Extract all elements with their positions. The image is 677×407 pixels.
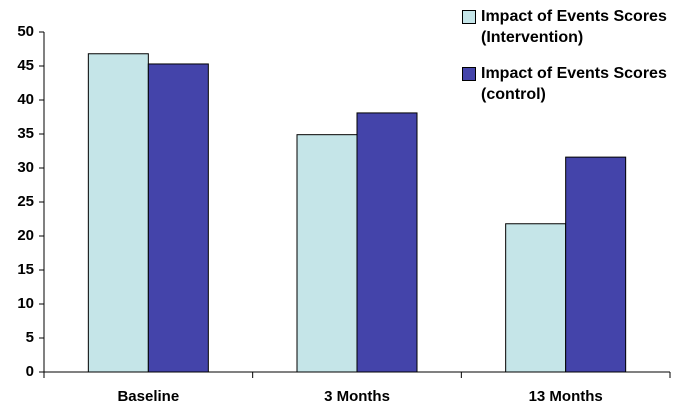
y-tick-label: 25 [17,193,34,210]
x-tick-label: 3 Months [324,388,390,405]
bar [356,112,418,373]
y-tick-label: 15 [17,261,34,278]
bar [147,63,209,373]
y-tick-label: 50 [17,23,34,40]
bar [565,156,627,373]
y-tick-label: 35 [17,125,34,142]
bar [505,223,567,373]
y-tick-label: 10 [17,295,34,312]
legend-swatch [462,67,476,81]
legend-swatch [462,10,476,24]
y-tick-label: 45 [17,57,34,74]
y-tick-label: 30 [17,159,34,176]
bar [87,53,149,373]
y-tick-label: 0 [26,363,34,380]
legend-item: Impact of Events Scores (Intervention) [462,6,677,48]
legend-label: Impact of Events Scores (Intervention) [481,8,667,46]
x-tick-label: 13 Months [529,388,603,405]
bar [296,134,358,373]
x-tick-label: Baseline [117,388,179,405]
legend-item: Impact of Events Scores (control) [462,63,677,105]
legend-label: Impact of Events Scores (control) [481,65,667,103]
y-tick-label: 20 [17,227,34,244]
y-tick-label: 5 [26,329,34,346]
y-tick-label: 40 [17,91,34,108]
